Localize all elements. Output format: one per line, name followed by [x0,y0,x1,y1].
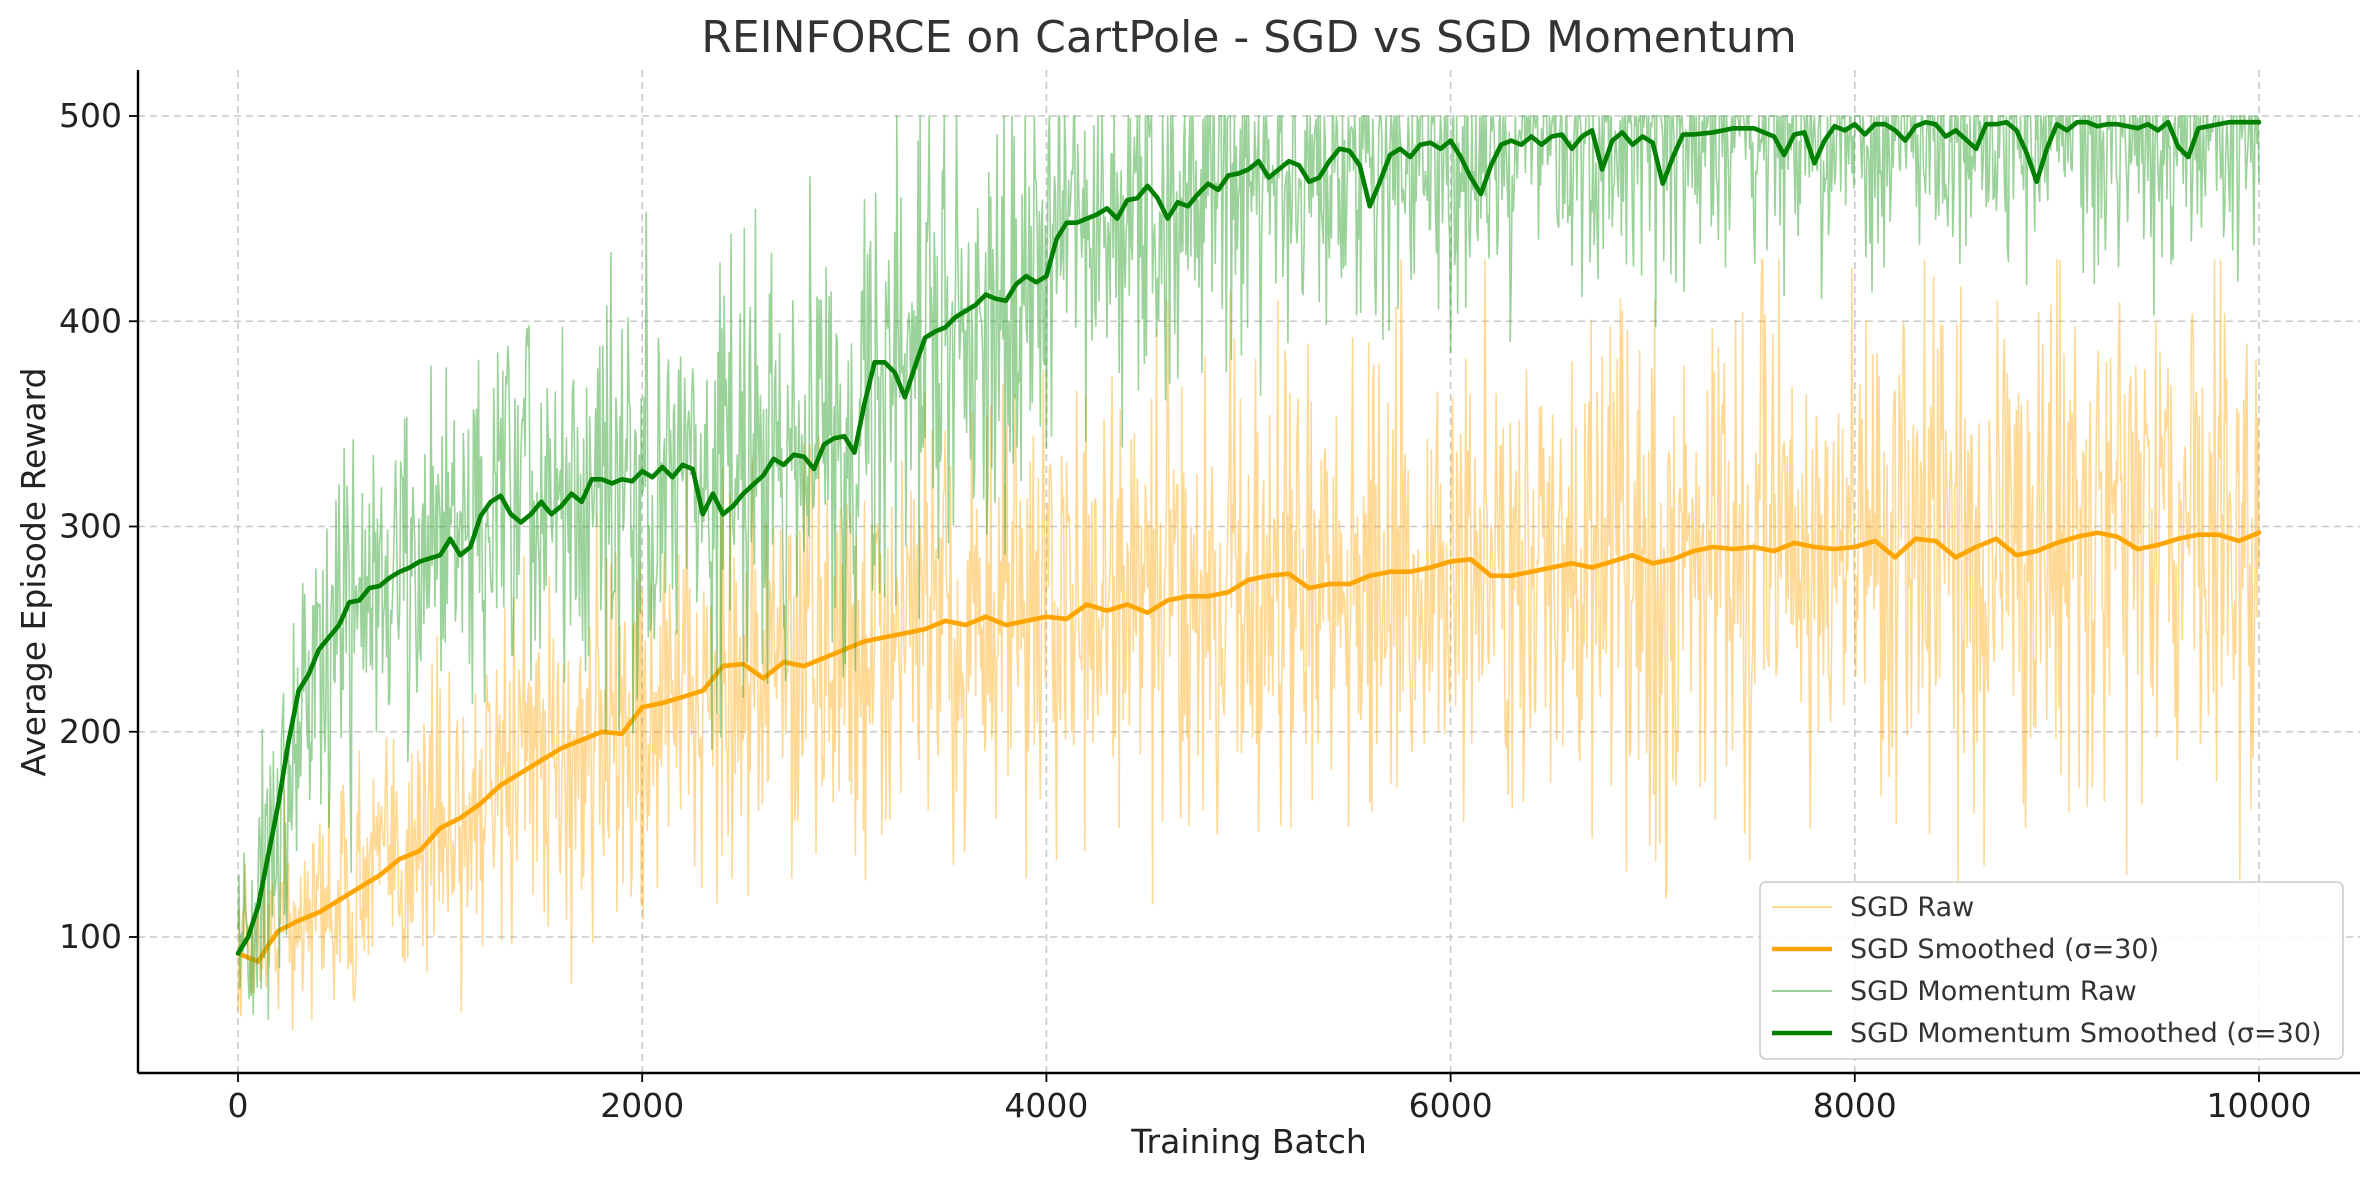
x-tick-label: 10000 [2207,1086,2312,1125]
y-tick-label: 400 [59,301,122,340]
series-sgd-smoothed-30 [235,530,2262,964]
x-tick-label: 4000 [1004,1086,1088,1125]
x-axis-title: Training Batch [1130,1122,1367,1161]
series-sgd-raw [237,258,2260,1031]
legend-label: SGD Momentum Smoothed (σ=30) [1850,1018,2322,1049]
y-axis-title: Average Episode Reward [14,368,53,777]
series-layer [235,115,2262,1031]
x-tick-label: 8000 [1813,1086,1897,1125]
x-tick-label: 6000 [1409,1086,1493,1125]
axis-ticks: 0 2000 4000 6000 8000 10000 100 200 300 400 500 [59,96,2311,1125]
x-tick-label: 0 [228,1086,249,1125]
legend-label: SGD Momentum Raw [1850,976,2137,1007]
legend-label: SGD Smoothed (σ=30) [1850,934,2159,965]
y-tick-label: 500 [59,96,122,135]
x-tick-label: 2000 [600,1086,684,1125]
y-tick-label: 300 [59,507,122,546]
legend: SGD Raw SGD Smoothed (σ=30) SGD Momentum R… [1759,881,2344,1060]
series-sgd-momentum-smoothed-30 [235,119,2262,956]
y-tick-label: 100 [59,917,122,956]
legend-box [1759,881,2344,1060]
legend-label: SGD Raw [1850,892,1974,923]
y-tick-label: 200 [59,712,122,751]
series-sgd-momentum-raw [237,115,2260,1020]
chart-title: REINFORCE on CartPole - SGD vs SGD Momen… [701,12,1796,63]
